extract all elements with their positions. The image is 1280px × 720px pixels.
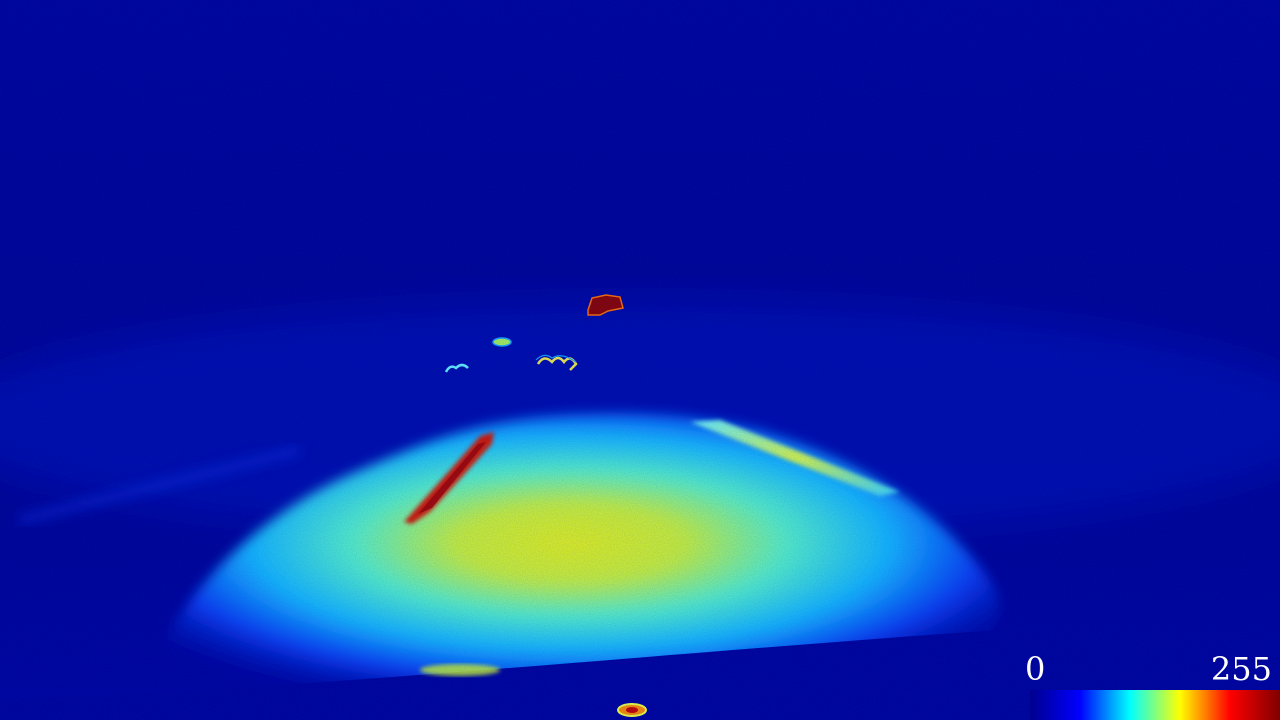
colorbar-gradient xyxy=(1030,690,1280,720)
colorbar-min-label: 0 xyxy=(1025,650,1046,688)
colorbar-max-label: 255 xyxy=(1210,650,1272,688)
colorbar: 0 255 xyxy=(1025,650,1280,720)
